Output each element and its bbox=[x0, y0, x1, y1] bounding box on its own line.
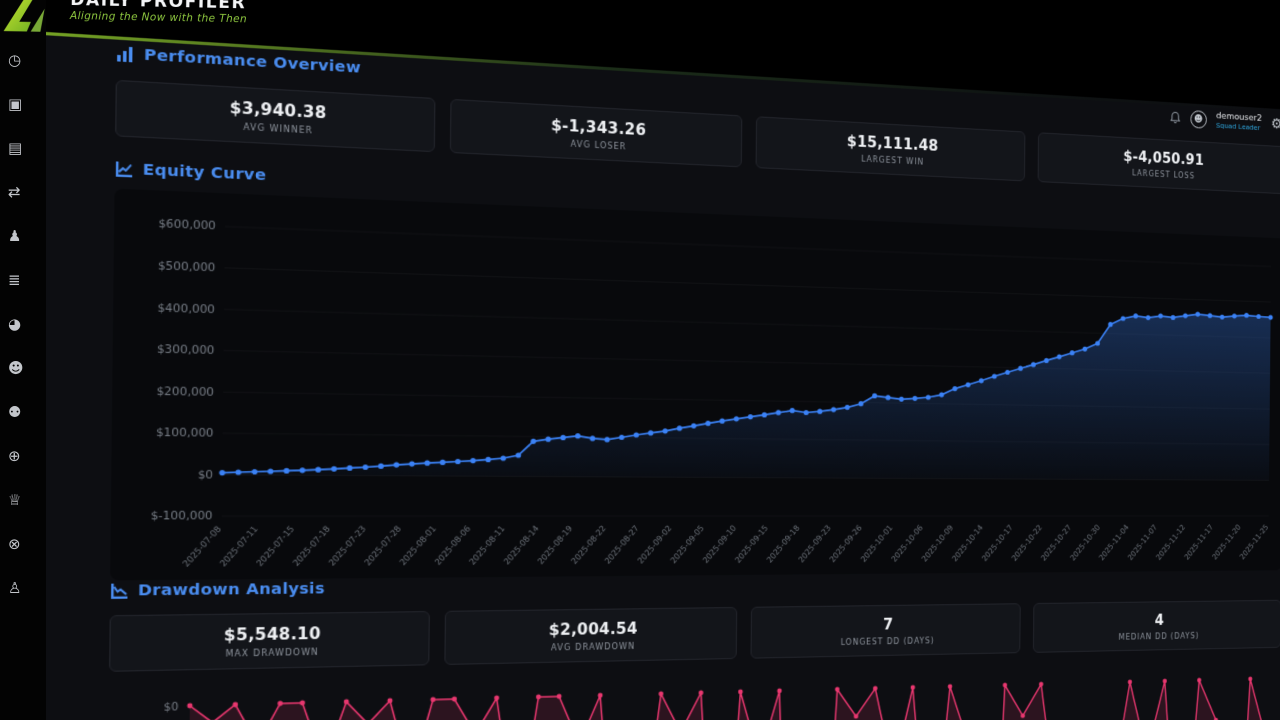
stat-value: $2,004.54 bbox=[452, 618, 731, 641]
app-tagline: Aligning the Now with the Then bbox=[70, 10, 247, 25]
stat-card: $15,111.48 LARGEST WIN bbox=[756, 116, 1025, 181]
y-axis-labels: $600,000 $500,000 $400,000 $300,000 $200,000… bbox=[151, 217, 216, 523]
section-title: Drawdown Analysis bbox=[138, 581, 325, 600]
equity-curve-header: Equity Curve bbox=[115, 160, 267, 184]
stat-card: $-1,343.26 AVG LOSER bbox=[449, 99, 742, 168]
journal-icon[interactable]: ▤ bbox=[8, 140, 22, 156]
stat-value: $5,548.10 bbox=[118, 623, 422, 647]
drawdown-analysis-header: Drawdown Analysis bbox=[110, 581, 325, 600]
stat-label: MEDIAN DD (DAYS) bbox=[1039, 630, 1275, 643]
profile-icon[interactable]: ♙ bbox=[8, 580, 21, 596]
stat-card: $2,004.54 AVG DRAWDOWN bbox=[444, 607, 737, 665]
list-icon[interactable]: ≣ bbox=[8, 272, 21, 288]
trend-chart-icon bbox=[110, 582, 129, 600]
equity-series bbox=[219, 281, 1273, 481]
svg-text:$0: $0 bbox=[164, 701, 179, 714]
stat-label: AVG DRAWDOWN bbox=[451, 640, 730, 654]
clock-icon[interactable]: ◷ bbox=[8, 52, 21, 68]
stat-label: LONGEST DD (DAYS) bbox=[757, 635, 1013, 649]
avatar[interactable]: ☻ bbox=[1190, 110, 1207, 129]
user-info[interactable]: demouser2 Squad Leader bbox=[1216, 111, 1262, 132]
x-axis-labels: 2025-07-082025-07-112025-07-152025-07-18… bbox=[180, 522, 1270, 568]
pie-chart-icon[interactable]: ◕ bbox=[8, 316, 21, 332]
equity-chart-container: $600,000 $500,000 $400,000 $300,000 $200,000… bbox=[110, 189, 1280, 581]
svg-text:$100,000: $100,000 bbox=[156, 426, 214, 440]
line-chart-icon bbox=[115, 160, 134, 178]
app-root: DAILY PROFILER Aligning the Now with the… bbox=[0, 0, 1280, 720]
user-bar: ☻ demouser2 Squad Leader ⚙ bbox=[1169, 108, 1280, 133]
equity-chart[interactable]: $600,000 $500,000 $400,000 $300,000 $200,000… bbox=[110, 189, 1280, 581]
bell-icon[interactable] bbox=[1169, 111, 1180, 125]
svg-text:$0: $0 bbox=[198, 468, 213, 481]
transfer-icon[interactable]: ⇄ bbox=[8, 184, 21, 200]
stat-card: 4 MEDIAN DD (DAYS) bbox=[1032, 600, 1280, 653]
stat-value: 4 bbox=[1039, 610, 1275, 631]
y-axis-labels: $0 bbox=[164, 701, 179, 714]
stat-value: 7 bbox=[758, 614, 1014, 636]
package-icon[interactable]: ▣ bbox=[8, 96, 22, 112]
svg-text:$200,000: $200,000 bbox=[156, 384, 214, 398]
app-logo: DAILY PROFILER Aligning the Now with the… bbox=[2, 0, 248, 40]
stat-card: $5,548.10 MAX DRAWDOWN bbox=[109, 611, 429, 672]
trophy-icon[interactable]: ♕ bbox=[8, 492, 21, 508]
target-icon[interactable]: ⊗ bbox=[8, 536, 21, 552]
performance-stat-cards: $3,940.38 AVG WINNER $-1,343.26 AVG LOSE… bbox=[115, 80, 1280, 194]
svg-text:$300,000: $300,000 bbox=[157, 343, 215, 358]
team-icon[interactable]: ⚉ bbox=[8, 404, 21, 420]
stat-label: MAX DRAWDOWN bbox=[117, 646, 421, 661]
section-title: Equity Curve bbox=[143, 162, 267, 185]
sidebar: ◷ ▣ ▤ ⇄ ♟ ≣ ◕ ☻ ⚉ ⊕ ♕ ⊗ ♙ bbox=[0, 0, 46, 720]
svg-text:2025-11-25: 2025-11-25 bbox=[1238, 522, 1270, 561]
logo-icon bbox=[2, 0, 61, 37]
stat-card: 7 LONGEST DD (DAYS) bbox=[750, 603, 1020, 658]
drawdown-series bbox=[181, 676, 1269, 720]
svg-text:$-100,000: $-100,000 bbox=[151, 510, 213, 524]
users-icon[interactable]: ☻ bbox=[8, 360, 24, 376]
stat-card: $-4,050.91 LARGEST LOSS bbox=[1037, 132, 1280, 194]
bar-chart-icon bbox=[116, 45, 135, 64]
stat-card: $3,940.38 AVG WINNER bbox=[115, 80, 435, 152]
trader-icon[interactable]: ♟ bbox=[8, 228, 21, 244]
user-role: Squad Leader bbox=[1216, 121, 1262, 132]
svg-text:$600,000: $600,000 bbox=[158, 217, 216, 233]
globe-icon[interactable]: ⊕ bbox=[8, 448, 21, 464]
dashboard-panel: ☻ demouser2 Squad Leader ⚙ Performance O… bbox=[22, 31, 1280, 720]
svg-text:$400,000: $400,000 bbox=[157, 301, 215, 316]
drawdown-area bbox=[184, 679, 1267, 720]
gear-icon[interactable]: ⚙ bbox=[1271, 115, 1280, 132]
svg-text:$500,000: $500,000 bbox=[158, 259, 216, 274]
